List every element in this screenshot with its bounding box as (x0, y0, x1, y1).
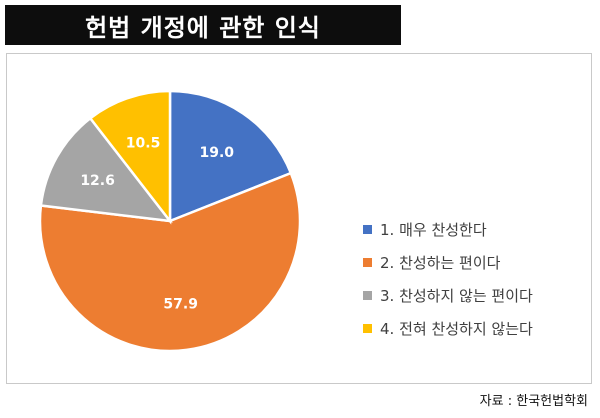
legend-label: 1. 매우 찬성한다 (380, 221, 487, 239)
slice-value-label: 10.5 (126, 135, 161, 151)
legend-label: 2. 찬성하는 편이다 (380, 254, 501, 272)
legend: 1. 매우 찬성한다 2. 찬성하는 편이다 3. 찬성하지 않는 편이다 4.… (363, 218, 533, 350)
source-note: 자료 : 한국헌법학회 (479, 394, 588, 409)
legend-swatch (363, 225, 372, 234)
legend-label: 4. 전혀 찬성하지 않는다 (380, 320, 533, 338)
pie-slice (38, 171, 302, 353)
slice-value-label: 57.9 (163, 297, 198, 313)
slice-value-label: 19.0 (199, 145, 234, 161)
legend-label: 3. 찬성하지 않는 편이다 (380, 287, 533, 305)
legend-swatch (363, 291, 372, 300)
pie-chart: 19.0 57.9 12.6 10.5 (38, 89, 302, 353)
pie-slice (88, 89, 172, 225)
chart-area: 19.0 57.9 12.6 10.5 1. 매우 찬성한다 2. 찬성하는 편이다 … (6, 53, 592, 384)
slice-value-label: 12.6 (80, 173, 115, 189)
legend-item: 4. 전혀 찬성하지 않는다 (363, 317, 533, 340)
legend-item: 3. 찬성하지 않는 편이다 (363, 284, 533, 307)
pie-slice (39, 116, 173, 223)
legend-swatch (363, 258, 372, 267)
chart-title: 헌법 개정에 관한 인식 (5, 5, 401, 45)
legend-item: 2. 찬성하는 편이다 (363, 251, 533, 274)
pie-slice (168, 89, 293, 223)
legend-item: 1. 매우 찬성한다 (363, 218, 533, 241)
legend-swatch (363, 324, 372, 333)
